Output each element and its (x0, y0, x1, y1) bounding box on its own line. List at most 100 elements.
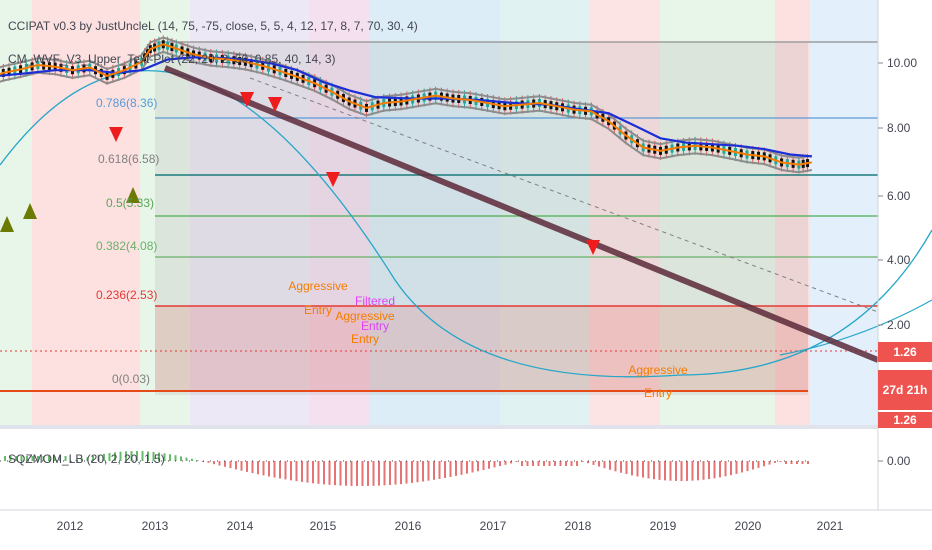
osc-bar (361, 461, 364, 486)
oscillator-pane (4, 451, 809, 486)
osc-bar (559, 461, 562, 466)
osc-bar (757, 461, 760, 468)
sell-marker (240, 92, 254, 107)
osc-bar (246, 461, 248, 472)
osc-bar (328, 461, 331, 485)
osc-bar (515, 461, 518, 463)
sell-marker (109, 127, 123, 142)
x-tick-label: 2012 (57, 519, 84, 533)
buy-marker (0, 216, 14, 232)
band (590, 0, 660, 425)
osc-bar (658, 461, 661, 480)
osc-bar (680, 461, 683, 481)
osc-bar (130, 451, 133, 461)
osc-bar (642, 461, 644, 478)
band (660, 0, 775, 425)
y-tick-label: 10.00 (887, 56, 917, 70)
osc-bar (218, 461, 221, 466)
osc-bar (499, 461, 501, 467)
x-tick-label: 2021 (817, 519, 844, 533)
osc-bar (466, 461, 468, 474)
osc-bar (488, 461, 490, 469)
osc-bar (543, 461, 545, 466)
fib-labels: 0.786(8.36) 0.618(6.58) 0.5(5.33) 0.382(… (96, 96, 159, 386)
osc-bar (235, 461, 237, 470)
osc-bar (75, 459, 78, 461)
osc-bar (158, 452, 160, 461)
osc-bar (180, 456, 182, 461)
osc-bar (482, 461, 485, 470)
osc-bar (768, 461, 771, 465)
osc-bar (625, 461, 628, 475)
signal-annotations: Aggressive Entry Filtered Entry Aggressi… (288, 279, 688, 400)
sell-marker (268, 97, 282, 112)
osc-bar (653, 461, 655, 480)
osc-bar (213, 461, 215, 465)
band (370, 0, 500, 425)
osc-bar (20, 456, 23, 461)
signal-markers (0, 92, 600, 255)
pane-separator (0, 425, 878, 429)
y-tick-label: 6.00 (887, 189, 911, 203)
arc-line (779, 299, 932, 356)
low-price-tag: 1.26 (878, 412, 932, 428)
x-tick-label: 2014 (227, 519, 254, 533)
band (810, 0, 878, 425)
osc-bar (565, 461, 567, 466)
osc-bar (224, 461, 226, 467)
osc-bar (367, 461, 369, 486)
osc-bar (697, 461, 699, 481)
osc-bar (521, 461, 523, 466)
osc-bar (169, 454, 171, 461)
buy-marker (23, 203, 37, 219)
y-tick-label: 4.00 (887, 253, 911, 267)
osc-bar (526, 461, 529, 466)
osc-bar (394, 461, 397, 485)
osc-bar (4, 456, 6, 461)
osc-bar (290, 461, 292, 481)
osc-bar (345, 461, 347, 486)
osc-bar (284, 461, 287, 480)
band (310, 0, 370, 425)
annotation: Aggressive (628, 363, 688, 377)
osc-bar (752, 461, 754, 470)
fib-label: 0.618(6.58) (98, 152, 159, 166)
osc-bar (669, 461, 672, 481)
osc-bar (730, 461, 732, 476)
osc-bar (532, 461, 534, 466)
osc-bar (86, 457, 89, 461)
osc-bar (647, 461, 650, 479)
osc-bar (301, 461, 303, 482)
osc-bar (334, 461, 336, 486)
osc-bar (708, 461, 710, 480)
osc-bar (191, 458, 193, 461)
osc-bar (59, 456, 61, 461)
osc-bar (405, 461, 408, 484)
indicator-label: CM_WVF_V3_Upper_Text-Plot (22, 20, 2, 50… (8, 52, 336, 66)
osc-bar (664, 461, 666, 481)
osc-bar (471, 461, 474, 473)
osc-bar (147, 451, 149, 461)
osc-bar (477, 461, 479, 472)
osc-bar (779, 461, 782, 462)
price-axis: 10.00 8.00 6.00 4.00 2.00 0.00 (878, 56, 917, 468)
y-tick-label: 8.00 (887, 121, 911, 135)
osc-bar (570, 461, 573, 466)
osc-bar (416, 461, 419, 483)
osc-bar (125, 451, 127, 461)
osc-bar (317, 461, 320, 484)
osc-bar (136, 451, 138, 461)
x-tick-label: 2017 (480, 519, 507, 533)
osc-bar (433, 461, 435, 480)
osc-bar (587, 461, 589, 464)
series-line-orange (0, 43, 812, 166)
osc-bar (114, 452, 116, 461)
osc-bar (141, 451, 144, 461)
annotation: Filtered (355, 294, 395, 308)
osc-bar (92, 455, 94, 461)
x-tick-label: 2016 (395, 519, 422, 533)
osc-bar (713, 461, 716, 479)
sell-marker (586, 240, 600, 255)
osc-bar (240, 461, 243, 471)
